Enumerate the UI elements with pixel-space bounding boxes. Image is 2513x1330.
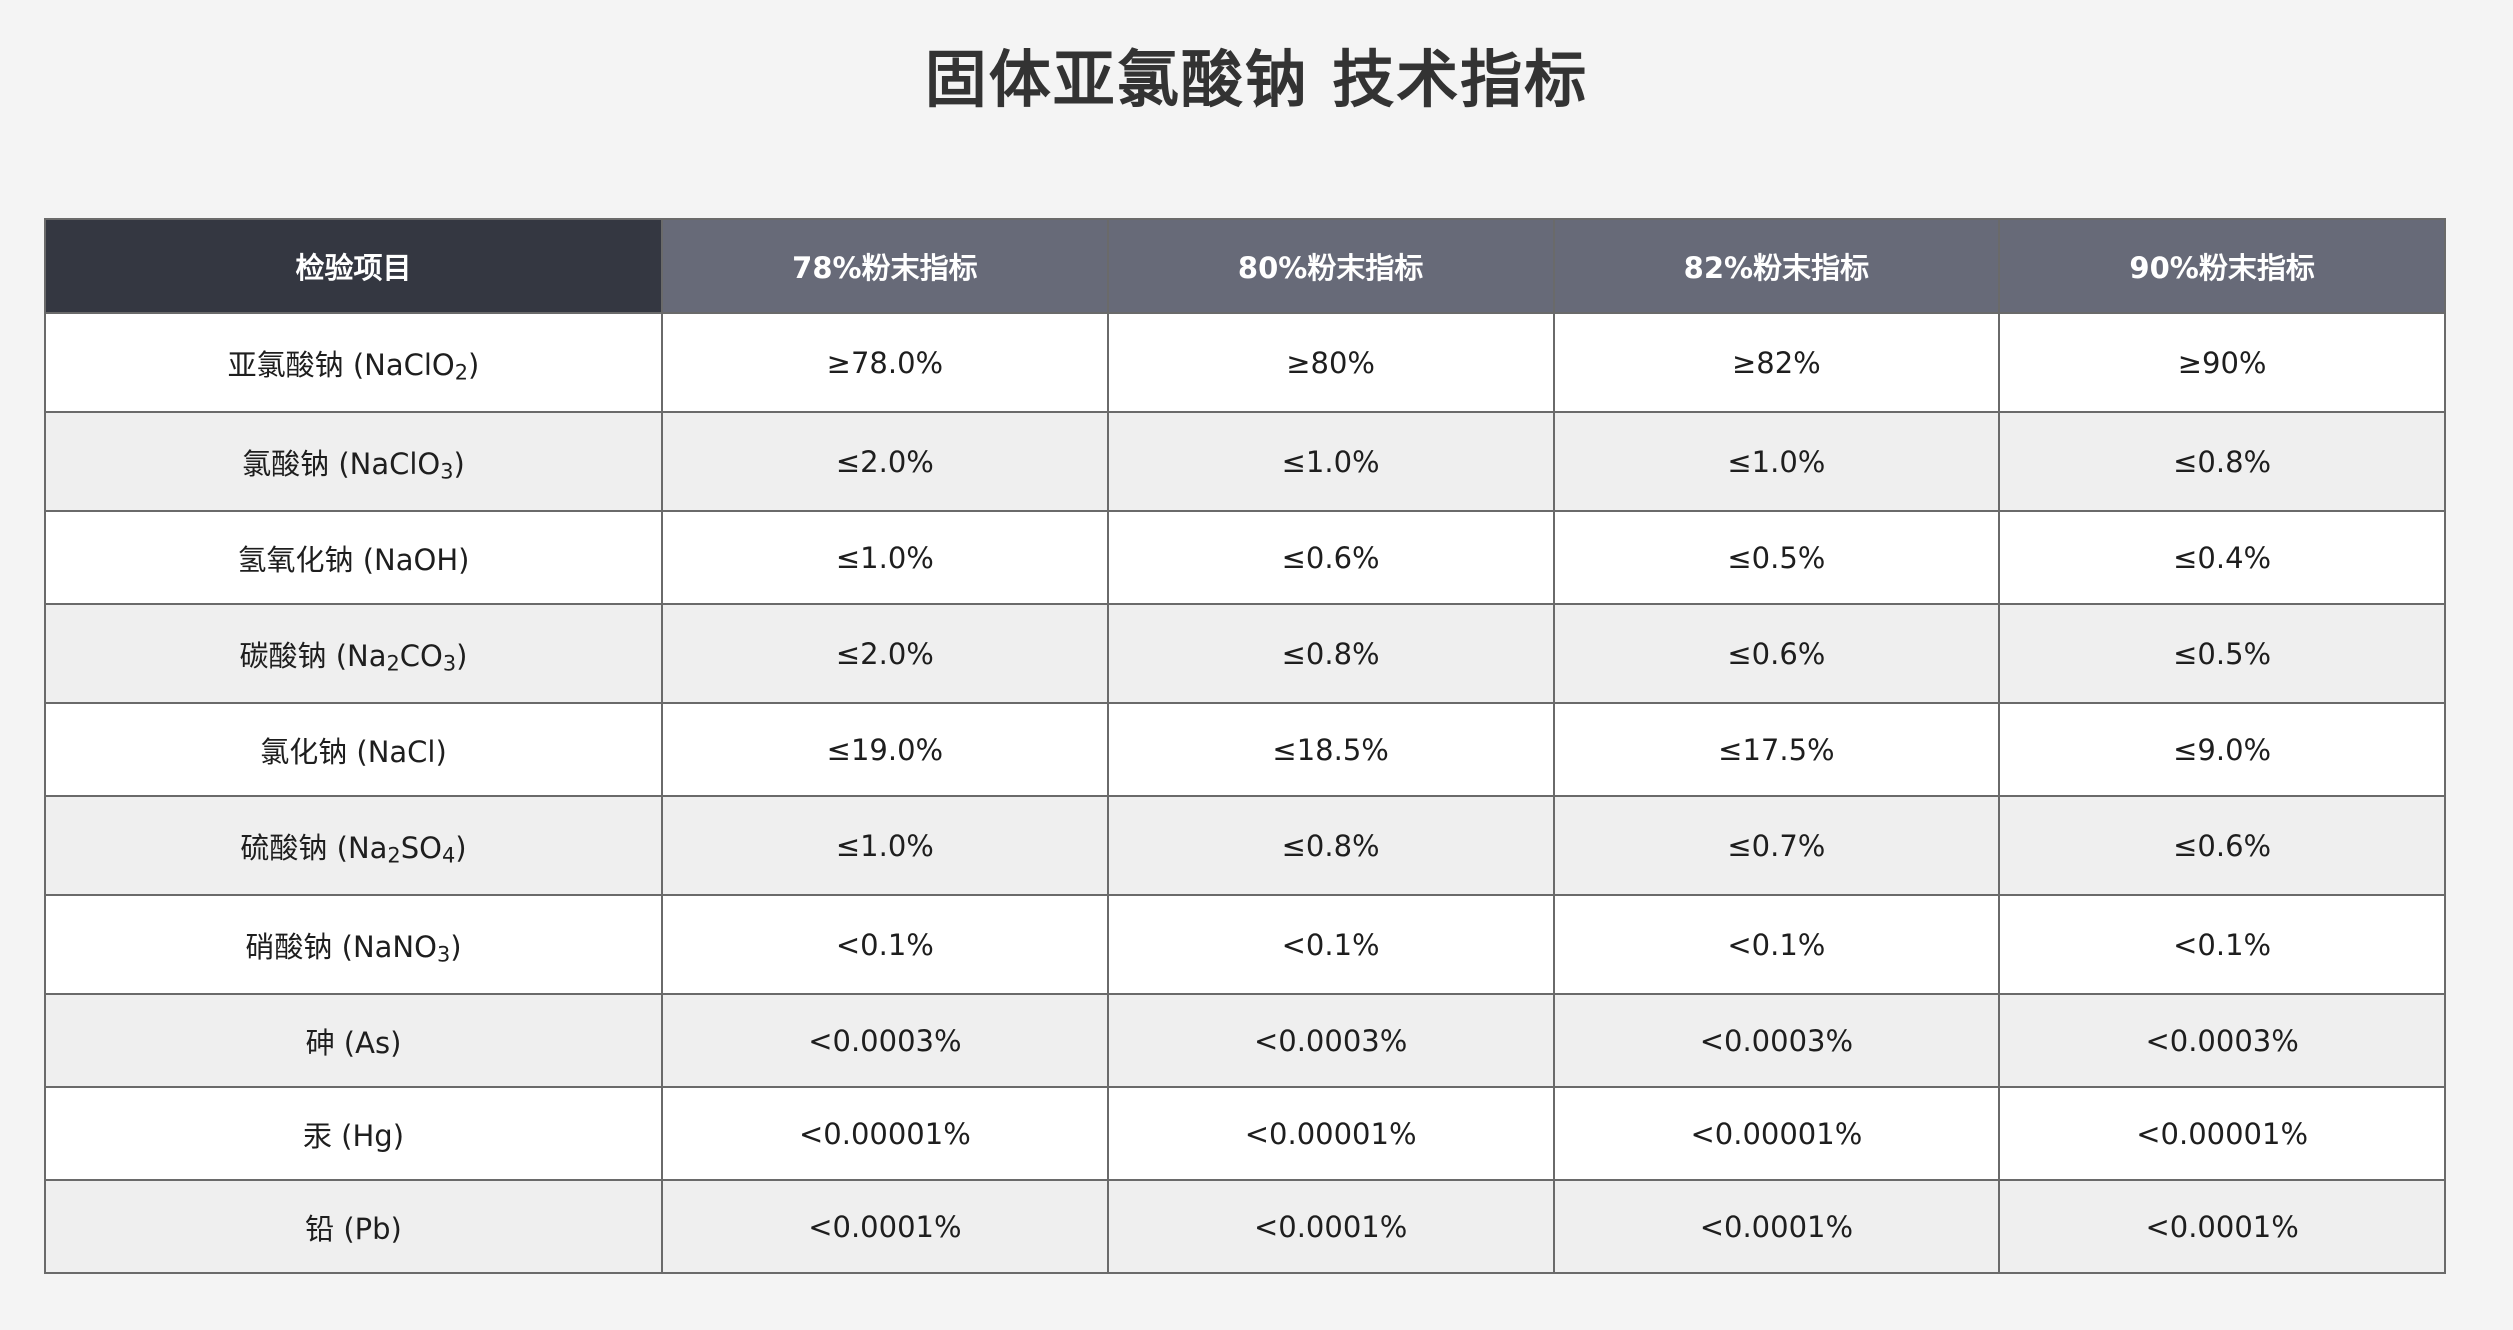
value-cell: ≤1.0%	[661, 510, 1109, 605]
table-row: 硝酸钠 (NaNO3) <0.1% <0.1% <0.1% <0.1%	[44, 894, 2446, 995]
value-cell: ≤0.6%	[1106, 510, 1555, 605]
value-cell: ≤0.6%	[1998, 795, 2446, 896]
row-label: 氯化钠 (NaCl)	[260, 734, 447, 769]
row-label: 汞 (Hg)	[302, 1118, 405, 1153]
table-row: 氢氧化钠 (NaOH) ≤1.0% ≤0.6% ≤0.5% ≤0.4%	[44, 510, 2446, 605]
row-label-tail: )	[455, 830, 467, 865]
value-cell: ≤19.0%	[661, 702, 1109, 797]
value-cell: ≤2.0%	[661, 603, 1109, 704]
value-cell: <0.0003%	[661, 993, 1109, 1088]
value-cell: <0.0001%	[1552, 1179, 2001, 1274]
table-row: 碳酸钠 (Na2CO3) ≤2.0% ≤0.8% ≤0.6% ≤0.5%	[44, 603, 2446, 704]
formula-subscript: 2	[386, 651, 400, 676]
row-label-cell: 铅 (Pb)	[44, 1179, 663, 1274]
value-cell: ≤17.5%	[1552, 702, 2001, 797]
table-row: 硫酸钠 (Na2SO4) ≤1.0% ≤0.8% ≤0.7% ≤0.6%	[44, 795, 2446, 896]
value-cell: <0.00001%	[661, 1086, 1109, 1181]
row-label-cell: 碳酸钠 (Na2CO3)	[44, 603, 663, 704]
row-label: 铅 (Pb)	[305, 1211, 402, 1246]
value-cell: ≤18.5%	[1106, 702, 1555, 797]
value-cell: ≤1.0%	[661, 795, 1109, 896]
value-cell: <0.00001%	[1998, 1086, 2446, 1181]
table-row: 亚氯酸钠 (NaClO2) ≥78.0% ≥80% ≥82% ≥90%	[44, 312, 2446, 413]
value-cell: ≥90%	[1998, 312, 2446, 413]
value-cell: <0.1%	[1552, 894, 2001, 995]
value-cell: ≤0.5%	[1552, 510, 2001, 605]
value-cell: <0.0001%	[1998, 1179, 2446, 1274]
value-cell: ≤1.0%	[1552, 411, 2001, 512]
value-cell: <0.0003%	[1106, 993, 1555, 1088]
row-label-cell: 氯化钠 (NaCl)	[44, 702, 663, 797]
row-label-cell: 汞 (Hg)	[44, 1086, 663, 1181]
formula-subscript: 3	[442, 651, 457, 676]
value-cell: <0.0001%	[1106, 1179, 1555, 1274]
table-row: 氯化钠 (NaCl) ≤19.0% ≤18.5% ≤17.5% ≤9.0%	[44, 702, 2446, 797]
formula-subscript: 2	[387, 843, 401, 868]
header-cell-item: 检验项目	[44, 218, 663, 314]
value-cell: <0.0003%	[1998, 993, 2446, 1088]
value-cell: <0.1%	[661, 894, 1109, 995]
table-row: 铅 (Pb) <0.0001% <0.0001% <0.0001% <0.000…	[44, 1179, 2446, 1274]
value-cell: ≤2.0%	[661, 411, 1109, 512]
row-label-cell: 硫酸钠 (Na2SO4)	[44, 795, 663, 896]
value-cell: ≤9.0%	[1998, 702, 2446, 797]
row-label-tail: )	[453, 446, 465, 481]
page-title: 固体亚氯酸钠 技术指标	[924, 43, 1589, 116]
row-label-tail: )	[450, 929, 462, 964]
value-cell: <0.00001%	[1552, 1086, 2001, 1181]
formula-subscript: 4	[441, 843, 456, 868]
header-cell-90: 90%粉末指标	[1998, 218, 2446, 314]
table-row: 氯酸钠 (NaClO3) ≤2.0% ≤1.0% ≤1.0% ≤0.8%	[44, 411, 2446, 512]
row-label-cell: 亚氯酸钠 (NaClO2)	[44, 312, 663, 413]
spec-table: 检验项目 78%粉末指标 80%粉末指标 82%粉末指标 90%粉末指标 亚氯酸…	[44, 218, 2446, 1274]
row-label-cell: 硝酸钠 (NaNO3)	[44, 894, 663, 995]
header-cell-78: 78%粉末指标	[661, 218, 1109, 314]
row-label: 硫酸钠 (Na	[240, 830, 388, 865]
row-label: 氯酸钠 (NaClO	[242, 446, 441, 481]
value-cell: ≤0.8%	[1998, 411, 2446, 512]
row-label: 亚氯酸钠 (NaClO	[227, 347, 455, 382]
value-cell: <0.0001%	[661, 1179, 1109, 1274]
value-cell: <0.00001%	[1106, 1086, 1555, 1181]
row-label: 砷 (As)	[305, 1025, 402, 1060]
table-row: 汞 (Hg) <0.00001% <0.00001% <0.00001% <0.…	[44, 1086, 2446, 1181]
value-cell: ≤0.4%	[1998, 510, 2446, 605]
value-cell: ≤0.8%	[1106, 795, 1555, 896]
row-label: 氢氧化钠 (NaOH)	[237, 542, 470, 577]
row-label-tail: )	[456, 638, 468, 673]
row-label-mid: SO	[400, 830, 442, 865]
table-row: 砷 (As) <0.0003% <0.0003% <0.0003% <0.000…	[44, 993, 2446, 1088]
value-cell: <0.1%	[1106, 894, 1555, 995]
table-header-row: 检验项目 78%粉末指标 80%粉末指标 82%粉末指标 90%粉末指标	[44, 218, 2446, 314]
formula-subscript: 3	[440, 459, 454, 484]
value-cell: ≥78.0%	[661, 312, 1109, 413]
row-label-cell: 氯酸钠 (NaClO3)	[44, 411, 663, 512]
value-cell: <0.1%	[1998, 894, 2446, 995]
formula-subscript: 3	[436, 942, 451, 967]
value-cell: ≤0.5%	[1998, 603, 2446, 704]
row-label-cell: 砷 (As)	[44, 993, 663, 1088]
row-label: 碳酸钠 (Na	[239, 638, 387, 673]
value-cell: ≤0.7%	[1552, 795, 2001, 896]
row-label-tail: )	[468, 347, 480, 382]
value-cell: ≤0.8%	[1106, 603, 1555, 704]
value-cell: ≤0.6%	[1552, 603, 2001, 704]
value-cell: <0.0003%	[1552, 993, 2001, 1088]
row-label: 硝酸钠 (NaNO	[245, 929, 437, 964]
header-cell-82: 82%粉末指标	[1552, 218, 2001, 314]
value-cell: ≥80%	[1106, 312, 1555, 413]
header-cell-80: 80%粉末指标	[1106, 218, 1555, 314]
formula-subscript: 2	[454, 360, 469, 385]
row-label-mid: CO	[399, 638, 443, 673]
value-cell: ≤1.0%	[1106, 411, 1555, 512]
value-cell: ≥82%	[1552, 312, 2001, 413]
row-label-cell: 氢氧化钠 (NaOH)	[44, 510, 663, 605]
